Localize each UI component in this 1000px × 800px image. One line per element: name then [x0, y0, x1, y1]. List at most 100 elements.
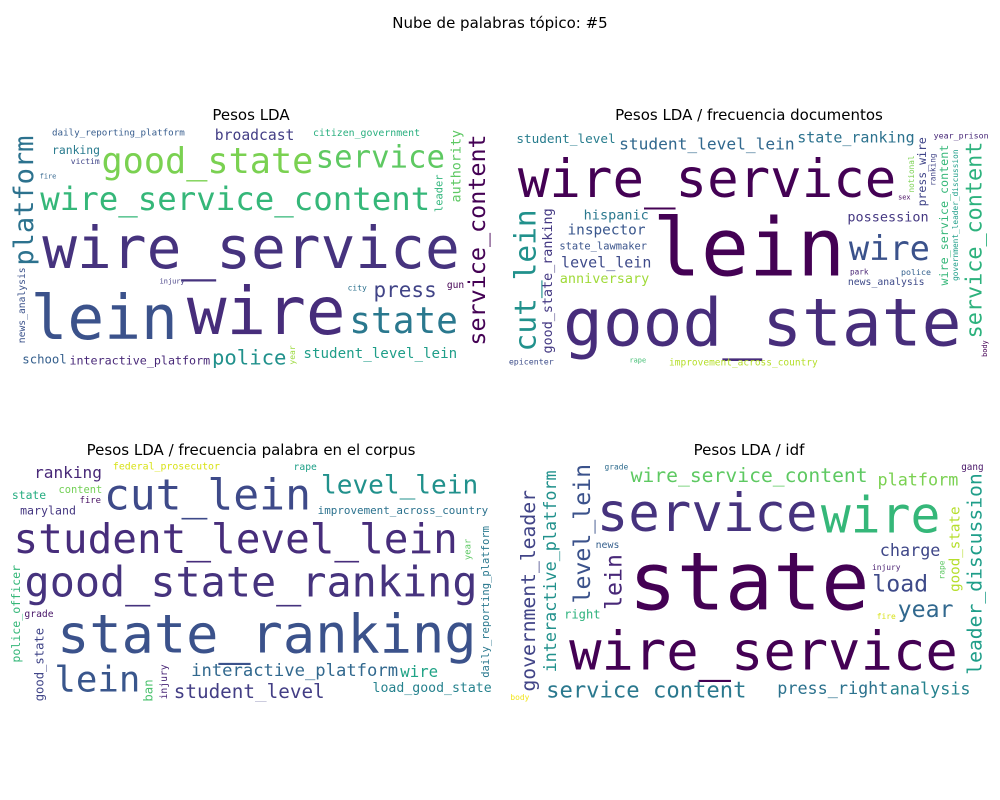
word-service: service	[597, 483, 818, 544]
word-state: state	[12, 488, 46, 502]
word-lein: lein	[54, 660, 140, 701]
word-ban: ban	[141, 679, 155, 701]
word-platform: platform	[877, 470, 958, 490]
word-gang: gang	[961, 462, 983, 473]
word-content: content	[59, 484, 103, 496]
word-inspector: inspector	[568, 223, 646, 239]
word-press-right: press_right	[777, 678, 888, 698]
word-load-good-state: load_good_state	[373, 681, 492, 696]
word-interactive-platform: interactive_platform	[69, 354, 210, 368]
word-interactive-platform: interactive_platform	[540, 470, 560, 672]
word-good-state: good_state	[563, 284, 961, 361]
word-press: press	[373, 278, 436, 302]
word-student-level-lein: student_level_lein	[619, 134, 794, 153]
word-authority: authority	[450, 130, 465, 203]
word-possession: possession	[847, 210, 928, 226]
word-ranking: ranking	[52, 143, 100, 157]
word-rape: rape	[294, 462, 317, 473]
word-wire: wire	[400, 662, 438, 681]
word-cut-lein: cut_lein	[104, 471, 311, 521]
word-lein: lein	[601, 554, 628, 610]
word-year: year	[898, 596, 954, 623]
word-wire: wire	[849, 229, 930, 268]
word-wire-service-content: wire_service_content	[40, 180, 430, 218]
word-injury: injury	[160, 278, 185, 286]
word-wire-service: wire_service	[569, 620, 958, 683]
panel-title-lda-doc-freq: Pesos LDA / frecuencia documentos	[615, 106, 883, 124]
word-state: state	[349, 300, 458, 342]
word-press-wire: press_wire	[915, 137, 929, 206]
word-service-content: service_content	[963, 142, 988, 339]
word-maryland: maryland	[20, 504, 76, 518]
word-federal-prosecutor: federal_prosecutor	[113, 462, 220, 473]
word-body: body	[510, 693, 529, 702]
word-good-state: good_state	[947, 506, 963, 591]
word-student-level-lein: student_level_lein	[14, 515, 458, 563]
word-school: school	[22, 352, 66, 366]
word-fire: fire	[40, 173, 57, 181]
word-cut-lein: cut_lein	[509, 209, 544, 351]
word-right: right	[564, 607, 600, 621]
word-grade: grade	[24, 609, 53, 620]
word-notional: notional	[907, 155, 916, 192]
word-grade: grade	[605, 463, 629, 472]
word-level-lein: level_lein	[569, 464, 596, 604]
word-injury: injury	[159, 664, 170, 699]
word-government-leader: government_leader	[517, 490, 540, 692]
word-anniversary: anniversary	[560, 271, 649, 287]
word-leader: leader	[433, 175, 445, 213]
word-sex: sex	[898, 193, 910, 201]
word-leader-discussion: leader_discussion	[964, 473, 987, 675]
panel-title-lda: Pesos LDA	[212, 106, 290, 124]
word-news-analysis: news_analysis	[17, 267, 28, 343]
word-rape: rape	[937, 560, 946, 579]
word-police: police	[901, 267, 931, 277]
word-state: state	[629, 536, 870, 629]
word-wire: wire	[187, 273, 346, 350]
word-year: year	[288, 345, 297, 364]
word-lein: lein	[31, 283, 178, 354]
word-interactive-platform: interactive_platform	[191, 661, 398, 681]
word-lein: lein	[653, 202, 846, 295]
word-daily-reporting-platform: daily_reporting_platform	[52, 128, 185, 139]
word-ranking: ranking	[34, 463, 102, 482]
word-service-content: service_content	[463, 134, 491, 345]
word-police-officer: police_officer	[10, 565, 23, 663]
word-fire: fire	[877, 612, 896, 621]
word-year: year	[464, 539, 474, 560]
word-good-state-ranking: good_state_ranking	[25, 558, 478, 607]
word-epicenter: epicenter	[509, 357, 554, 367]
word-good-state-ranking: good_state_ranking	[541, 208, 556, 353]
word-gun: gun	[447, 280, 464, 291]
word-wire-service-content: wire_service_content	[631, 464, 868, 487]
word-load: load	[872, 571, 928, 598]
word-level-lein: level_lein	[561, 254, 651, 272]
word-student-level: student_level	[174, 680, 325, 702]
word-state-ranking: state_ranking	[797, 128, 914, 146]
word-injury: injury	[872, 563, 901, 572]
word-level-lein: level_lein	[321, 470, 478, 500]
word-good-state: good_state	[32, 628, 46, 701]
word-service-content: service_content	[546, 678, 746, 703]
word-park: park	[850, 268, 869, 277]
word-good-state: good_state	[101, 141, 313, 182]
word-news-analysis: news_analysis	[848, 277, 925, 288]
word-wire-service: wire_service	[518, 149, 897, 210]
word-ranking: ranking	[928, 153, 937, 185]
word-police: police	[212, 345, 286, 368]
word-body: body	[981, 340, 989, 357]
word-news: news	[596, 540, 620, 551]
word-improvement-across-country: improvement_across_country	[318, 504, 489, 517]
word-government-leader-discussion: government_leader_discussion	[951, 149, 960, 280]
word-citizen-government: citizen_government	[313, 128, 420, 139]
word-rape: rape	[629, 357, 646, 365]
word-wire-service: wire_service	[42, 214, 460, 282]
word-student-level-lein: student_level_lein	[303, 346, 457, 362]
word-fire: fire	[80, 496, 101, 506]
panel-title-lda-idf: Pesos LDA / idf	[693, 441, 805, 459]
panel-title-lda-corpus-freq: Pesos LDA / frecuencia palabra en el cor…	[86, 441, 416, 459]
word-improvement-across-country: improvement_across_country	[669, 358, 818, 368]
